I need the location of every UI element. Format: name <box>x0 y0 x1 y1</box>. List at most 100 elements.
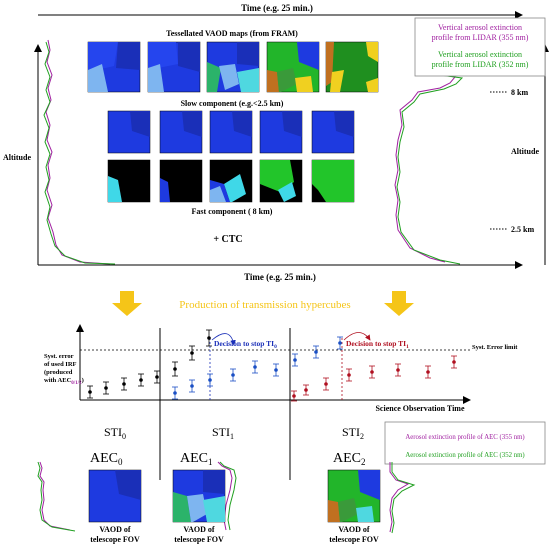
error-bar-blue-11 <box>230 368 236 382</box>
error-bar-point <box>88 390 92 394</box>
error-bar-black-3 <box>138 373 144 387</box>
error-bar-blue-15 <box>313 345 319 359</box>
aec-0-main: AEC <box>90 451 118 466</box>
aec-2-sub: 2 <box>361 457 366 467</box>
error-bar-black-1 <box>103 381 109 395</box>
aec-legend-box <box>384 421 546 465</box>
right-profile-green <box>396 56 464 265</box>
legend-green-line2: profile from LIDAR (352 nm) <box>432 60 529 69</box>
error-bar-point <box>274 368 278 372</box>
decision-label-0-sub: 0 <box>274 344 277 350</box>
aec0-profile-magenta <box>39 461 71 531</box>
decision-label-1: Decision to stop TI1 <box>346 339 409 350</box>
vaod-caption-1-a: VAOD of <box>183 525 215 534</box>
error-bar-blue-12 <box>252 360 258 374</box>
legend-green-line1: Vertical aerosol extinction <box>438 50 522 59</box>
fast-map-5 <box>311 159 355 203</box>
slow-map-1 <box>107 110 151 154</box>
error-bar-blue-8 <box>172 386 178 400</box>
sti-label-2: STI2 <box>342 425 364 441</box>
error-bar-black-6 <box>189 345 195 361</box>
error-bar-red-20 <box>346 368 352 382</box>
error-bar-point <box>370 370 374 374</box>
error-bar-red-24 <box>451 355 457 369</box>
decision-arc-1 <box>343 332 371 341</box>
error-bar-red-21 <box>369 365 375 379</box>
legend-magenta-line2: profile from LIDAR (355 nm) <box>432 33 529 42</box>
altitude-left-label: Altitude <box>3 153 31 162</box>
sti-0-main: STI <box>104 425 122 439</box>
decision-label-1-sub: 1 <box>406 344 409 350</box>
production-label: Production of transmission hypercubes <box>179 299 350 311</box>
sti-1-main: STI <box>212 425 230 439</box>
sti-2-main: STI <box>342 425 360 439</box>
vaod-map-0 <box>88 469 142 523</box>
error-bar-point <box>231 373 235 377</box>
error-bar-blue-10 <box>207 373 213 387</box>
sti-0-sub: 0 <box>122 432 126 441</box>
slow-map-4 <box>259 110 303 154</box>
aec1-profile-green <box>219 461 237 531</box>
error-bar-point <box>253 365 257 369</box>
aec2-profile-magenta <box>389 462 410 533</box>
decision-label-1-main: Decision to stop TI <box>346 339 406 348</box>
error-bar-point <box>324 382 328 386</box>
error-bar-point <box>139 378 143 382</box>
syst-label-1: Syst. error <box>44 353 74 360</box>
error-bar-point <box>292 394 296 398</box>
vaod-caption-0-b: telescope FOV <box>90 535 140 544</box>
lidar-legend-box <box>414 17 546 77</box>
tessellated-map-4 <box>266 41 320 93</box>
yellow-arrow-left <box>112 291 142 316</box>
error-bar-red-18 <box>303 384 309 396</box>
sci-obs-time-label: Science Observation Time <box>375 404 464 413</box>
syst-label-4-sub: 0/1/2 <box>71 381 82 386</box>
middle-section: Production of transmission hypercubes Sc… <box>44 291 518 480</box>
slow-map-2 <box>159 110 203 154</box>
error-bar-point <box>338 341 342 345</box>
vaod-caption-1-b: telescope FOV <box>174 535 224 544</box>
syst-label-2: of used IRF <box>44 361 77 368</box>
error-bar-point <box>173 391 177 395</box>
fast-map-4 <box>259 159 303 203</box>
km8-label: 8 km <box>511 88 528 97</box>
error-bar-point <box>314 350 318 354</box>
error-bar-point <box>452 360 456 364</box>
aec-1-sub: 1 <box>208 457 213 467</box>
error-bar-red-23 <box>425 365 431 379</box>
aec2-profile-green <box>391 462 416 534</box>
error-bar-point <box>304 388 308 392</box>
error-bar-point <box>155 375 159 379</box>
time-label-top: Time (e.g. 25 min.) <box>241 3 313 13</box>
error-bar-black-7 <box>206 329 212 347</box>
error-bar-point <box>293 358 297 362</box>
aec0-profile-green <box>37 461 76 532</box>
error-bar-black-0 <box>87 385 93 399</box>
tessellated-map-1 <box>87 41 141 93</box>
bottom-section: STI0 STI1 STI2 Aerosol extinction profil… <box>37 421 546 544</box>
error-bar-point <box>207 336 211 340</box>
error-bar-blue-9 <box>189 379 195 393</box>
fast-map-1 <box>107 159 151 203</box>
aec-0-sub: 0 <box>118 457 123 467</box>
error-bar-black-4 <box>154 370 160 384</box>
error-bar-point <box>396 368 400 372</box>
error-bar-point <box>208 378 212 382</box>
aec-2-main: AEC <box>333 451 361 466</box>
vaod-caption-2-b: telescope FOV <box>329 535 379 544</box>
error-bar-red-17 <box>291 390 297 402</box>
tessellated-map-2 <box>147 41 201 93</box>
error-bar-black-2 <box>121 377 127 391</box>
sti-2-sub: 2 <box>360 432 364 441</box>
legend-magenta-line1: Vertical aerosol extinction <box>438 23 522 32</box>
vaod-caption-0-a: VAOD of <box>99 525 131 534</box>
aec-legend-b: Aerosol extinction profile of AEC (352 n… <box>405 452 524 459</box>
aec-label-1: AEC1 <box>180 451 213 467</box>
sti-label-0: STI0 <box>104 425 126 441</box>
error-bar-point <box>190 351 194 355</box>
error-bar-red-22 <box>395 363 401 377</box>
yellow-arrow-right <box>384 291 414 316</box>
fast-map-3 <box>209 159 253 203</box>
tessellated-map-5 <box>325 41 379 93</box>
decision-label-0-main: Decision to stop TI <box>214 339 274 348</box>
